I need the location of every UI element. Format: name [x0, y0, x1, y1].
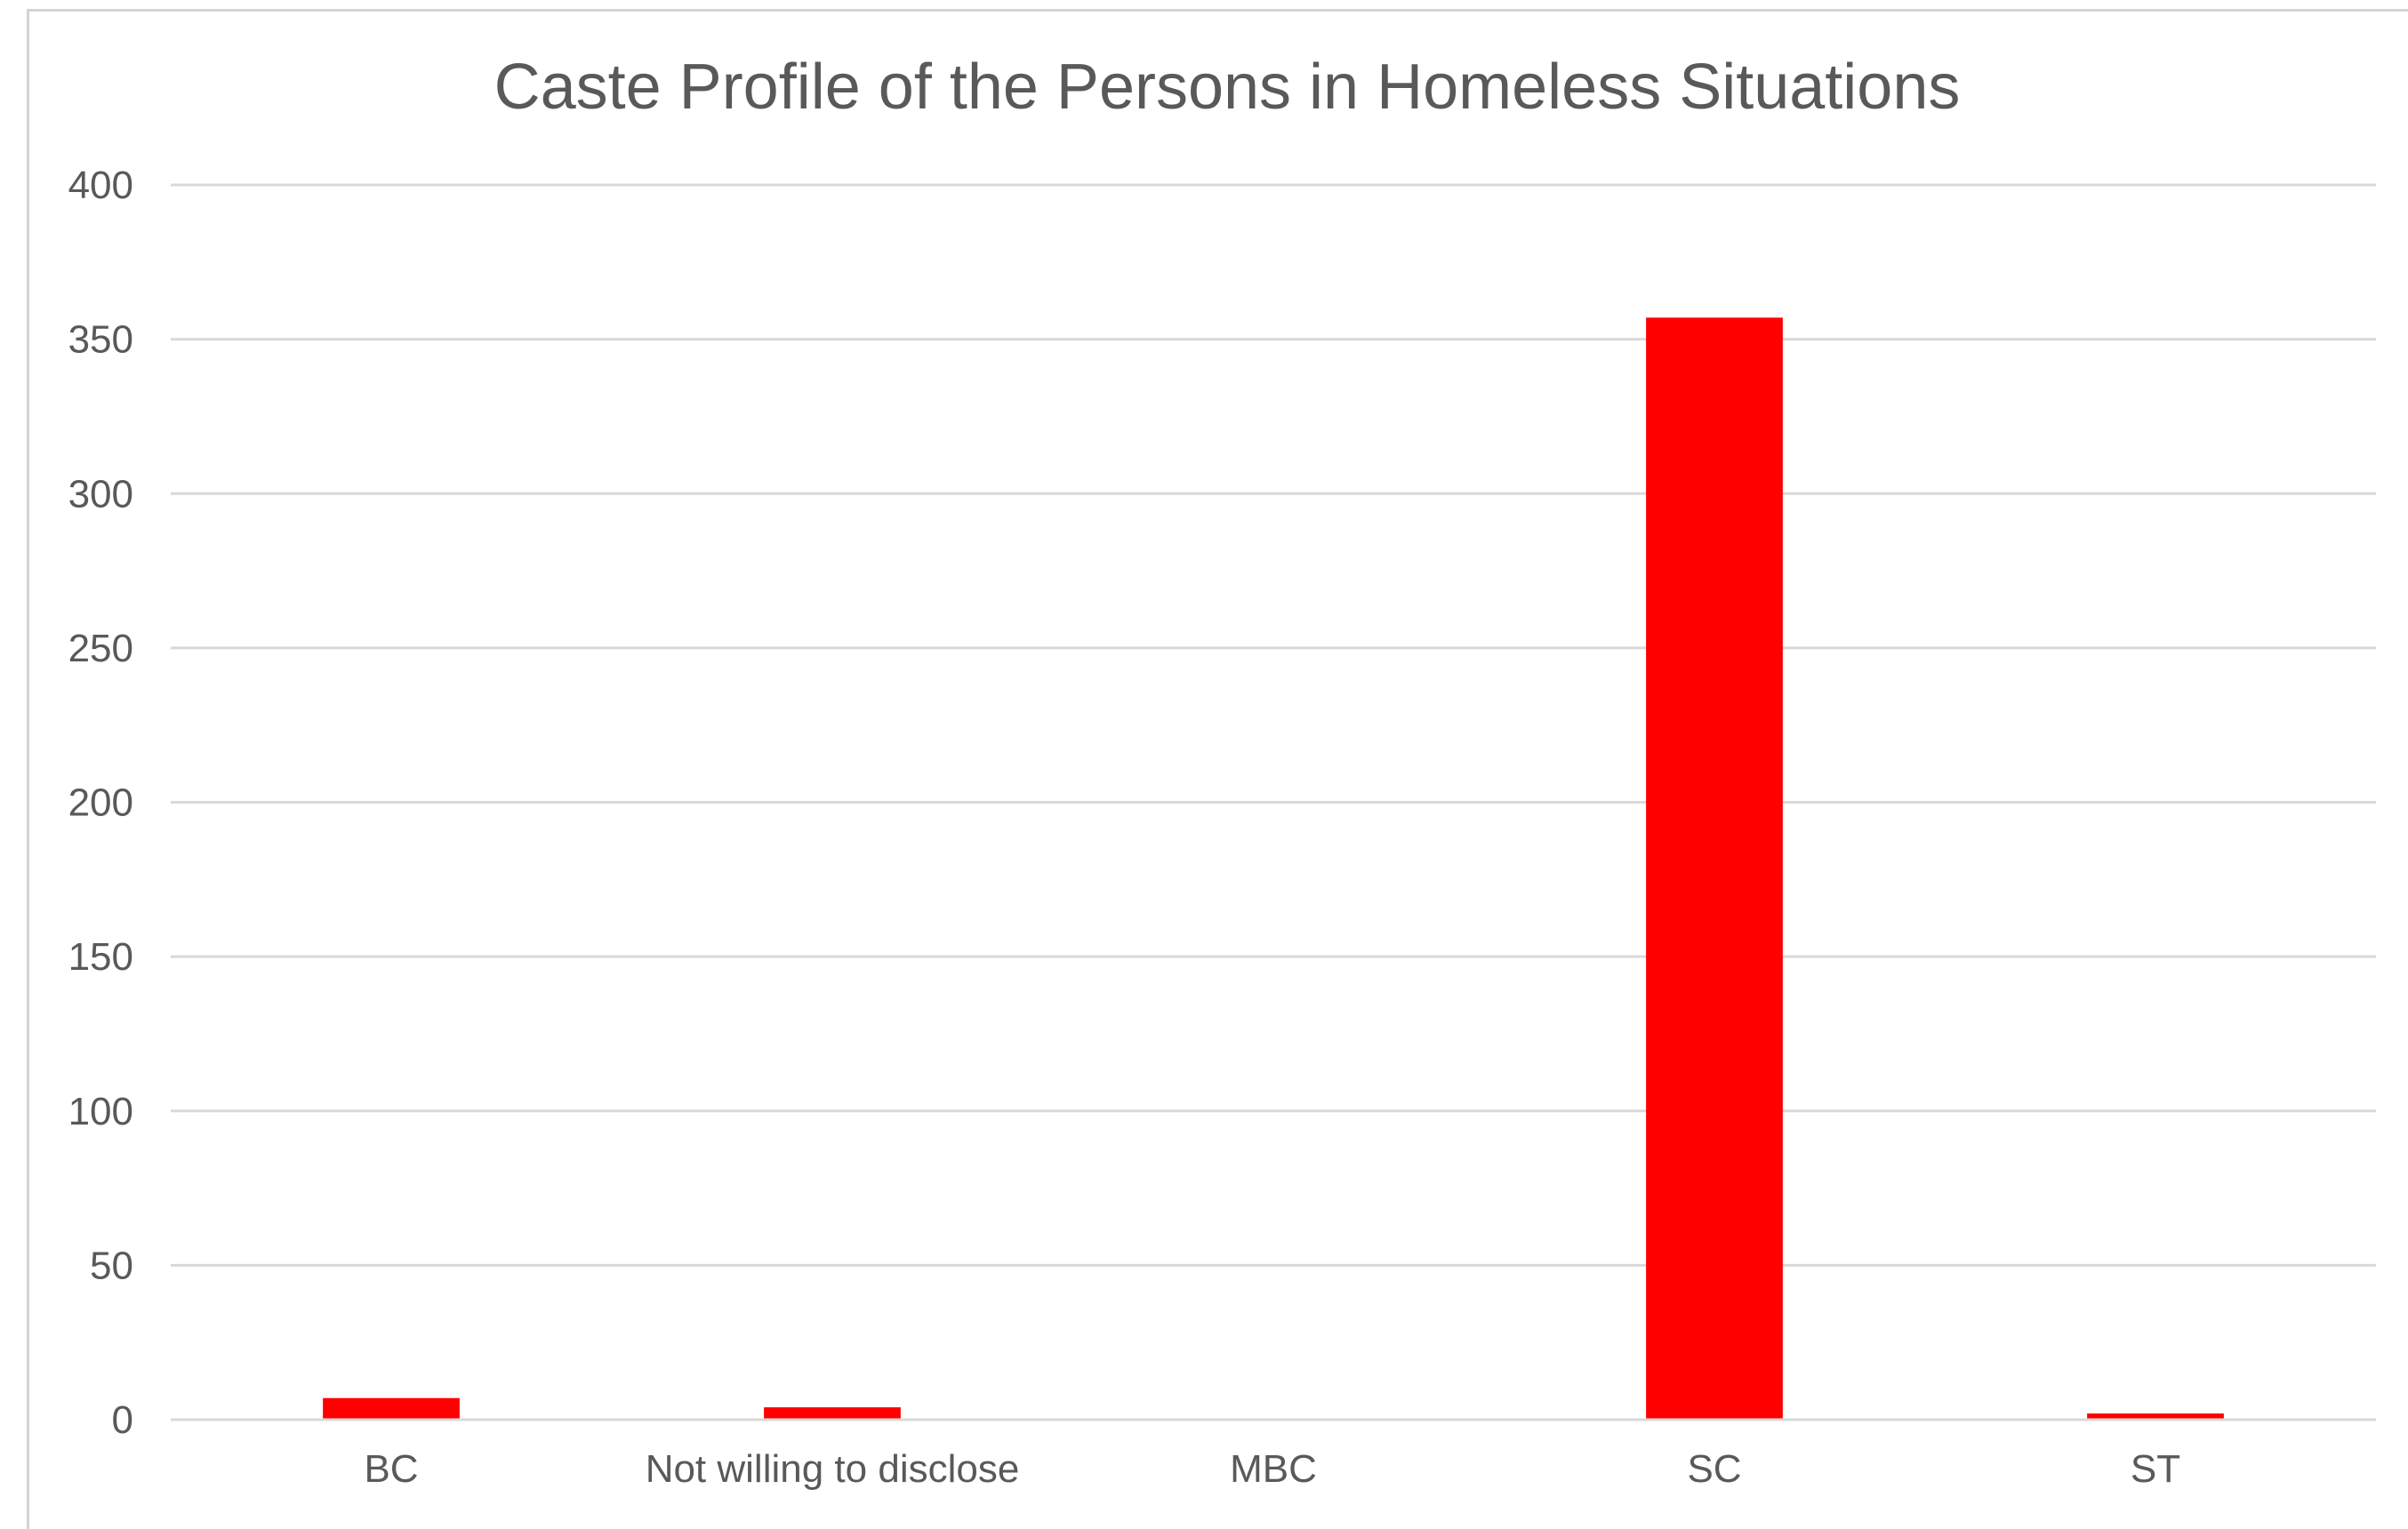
bars — [323, 317, 2224, 1420]
y-tick-label-100: 100 — [68, 1090, 133, 1133]
x-tick-label-st: ST — [2131, 1447, 2180, 1491]
chart-title: Caste Profile of the Persons in Homeless… — [494, 52, 1961, 123]
x-tick-label-mbc: MBC — [1230, 1447, 1317, 1491]
x-axis-tick-labels: BC Not willing to disclose MBC SC ST — [364, 1447, 2180, 1491]
y-tick-label-400: 400 — [68, 164, 133, 207]
x-tick-label-not-willing-to-disclose: Not willing to disclose — [646, 1447, 1020, 1491]
y-tick-label-50: 50 — [90, 1244, 133, 1287]
y-tick-label-0: 0 — [112, 1398, 133, 1442]
y-tick-label-200: 200 — [68, 781, 133, 825]
y-tick-label-300: 300 — [68, 472, 133, 516]
bar-sc — [1646, 317, 1783, 1420]
y-tick-label-350: 350 — [68, 318, 133, 362]
bar-not-willing-to-disclose — [764, 1407, 901, 1420]
y-tick-label-250: 250 — [68, 627, 133, 670]
bar-st — [2087, 1413, 2224, 1420]
gridlines — [171, 183, 2376, 1267]
x-tick-label-sc: SC — [1687, 1447, 1741, 1491]
x-tick-label-bc: BC — [364, 1447, 418, 1491]
y-tick-label-150: 150 — [68, 935, 133, 979]
bar-bc — [323, 1397, 460, 1420]
y-axis-tick-labels: 0 50 100 150 200 250 300 350 400 — [68, 164, 133, 1442]
chart-frame — [27, 9, 2408, 1529]
